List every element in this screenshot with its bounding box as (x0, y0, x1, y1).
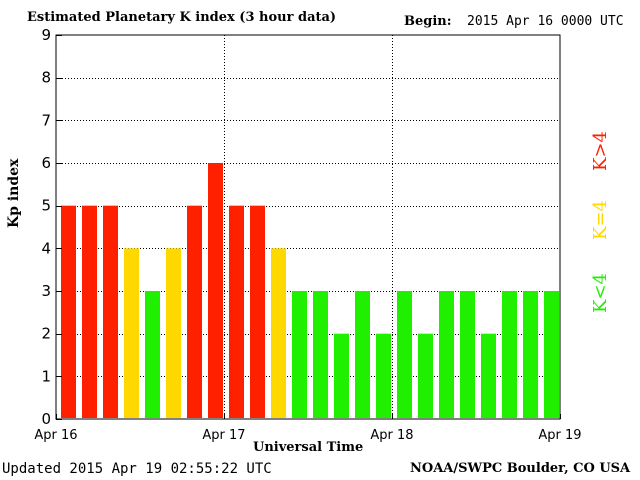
kp-bar (145, 291, 160, 418)
x-tick-label: Apr 18 (370, 428, 413, 443)
y-tick-label: 9 (41, 26, 51, 44)
kp-bar (544, 291, 559, 418)
y-axis-label: Kp index (6, 158, 22, 228)
credit-line: NOAA/SWPC Boulder, CO USA (410, 461, 631, 476)
grid-lines (56, 35, 560, 419)
updated-timestamp: Updated 2015 Apr 19 02:55:22 UTC (2, 461, 272, 477)
x-tick-label: Apr 16 (34, 428, 77, 443)
kp-bar (313, 291, 328, 418)
legend-equal-4: K=4 (590, 200, 611, 240)
kp-bar (334, 333, 349, 418)
kp-bar (481, 333, 496, 418)
begin-label: Begin: (404, 14, 452, 29)
kp-bar (208, 163, 223, 418)
kp-bar (355, 291, 370, 418)
plot-frame (55, 34, 561, 420)
kp-bar (292, 291, 307, 418)
x-tick-label: Apr 19 (538, 428, 581, 443)
y-tick-label: 4 (41, 239, 51, 257)
begin-value: 2015 Apr 16 0000 UTC (467, 14, 624, 29)
kp-bar (502, 291, 517, 418)
kp-bar (61, 205, 76, 418)
kp-bar (187, 205, 202, 418)
y-tick-label: 6 (41, 154, 51, 172)
y-tick-label: 8 (41, 69, 51, 87)
y-tick-label: 3 (41, 282, 51, 300)
kp-bar (439, 291, 454, 418)
kp-bar (103, 205, 118, 418)
bars (61, 163, 559, 418)
kp-bar (376, 333, 391, 418)
kp-bar (271, 248, 286, 418)
x-axis-label: Universal Time (253, 440, 364, 455)
x-tick-label: Apr 17 (202, 428, 245, 443)
kp-bar (166, 248, 181, 418)
y-tick-label: 7 (41, 111, 51, 129)
chart-title: Estimated Planetary K index (3 hour data… (27, 10, 337, 25)
legend-above-4: K>4 (590, 131, 611, 171)
kp-bar (229, 205, 244, 418)
y-tick-label: 2 (41, 325, 51, 343)
kp-bar (250, 205, 265, 418)
y-tick-label: 1 (41, 367, 51, 385)
y-ticks: 0 1 2 3 4 5 6 7 8 9 (41, 26, 62, 428)
y-tick-label: 5 (41, 197, 51, 215)
kp-bar (82, 205, 97, 418)
kp-bar (460, 291, 475, 418)
kp-bar (397, 291, 412, 418)
kp-bar (523, 291, 538, 418)
x-ticks: Apr 16 Apr 17 Apr 18 Apr 19 (34, 414, 582, 443)
y-tick-label: 0 (41, 410, 51, 428)
legend-below-4: K<4 (590, 273, 611, 313)
kp-bar (418, 333, 433, 418)
kp-bar (124, 248, 139, 418)
